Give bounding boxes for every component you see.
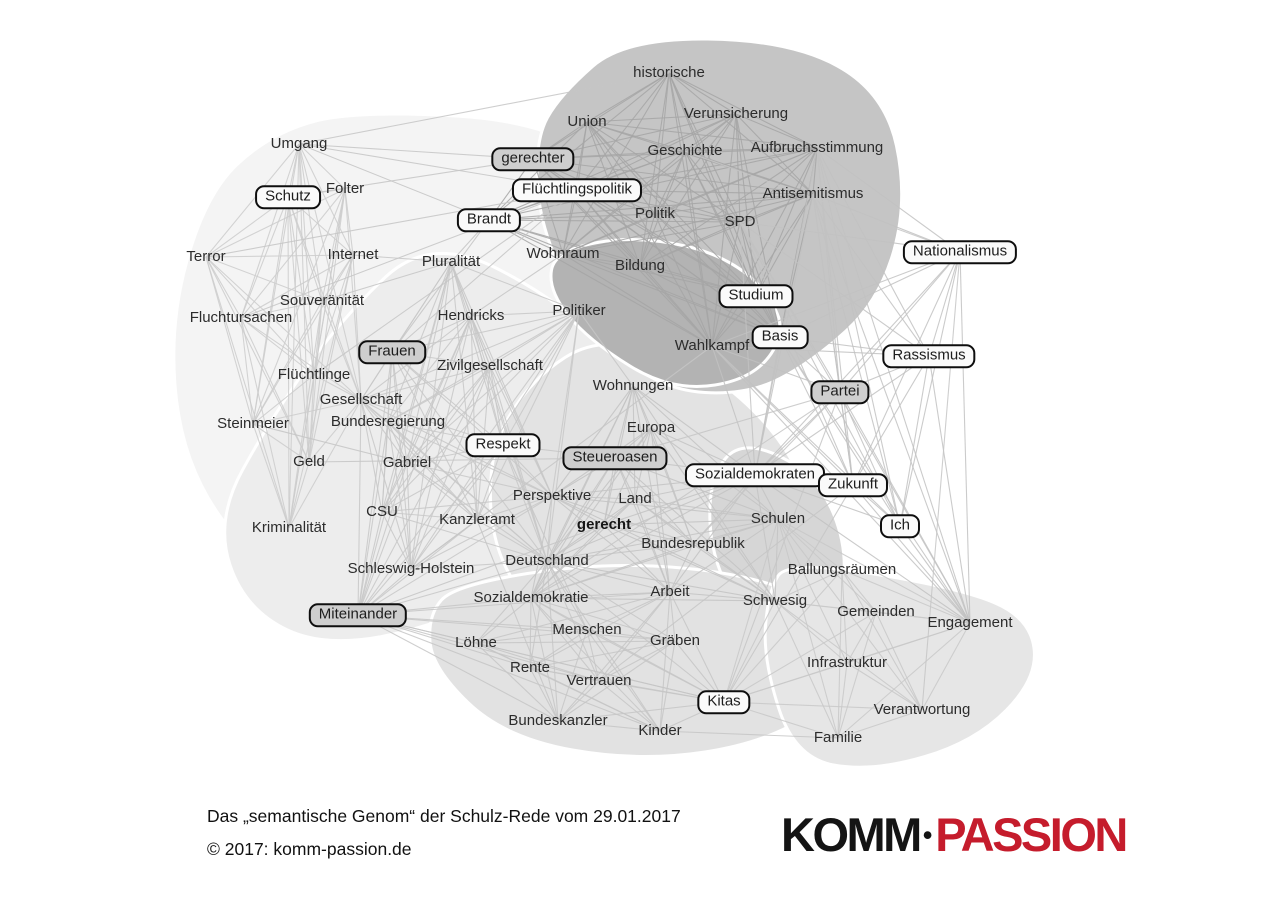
node-spd: SPD [724,212,756,230]
node-schulen: Schulen [750,509,806,527]
node-respekt: Respekt [465,433,541,457]
node-zivilgesellschaft: Zivilgesellschaft [437,356,543,374]
node-gerecht: gerecht [576,515,632,533]
node-internet: Internet [327,245,379,263]
node-wohnraum: Wohnraum [526,244,600,262]
node-familie: Familie [813,728,863,746]
node-gemeinden: Gemeinden [837,602,915,620]
node-ich: Ich [879,514,921,538]
node-sozialdemokraten: Sozialdemokraten [684,463,826,487]
node-brandt: Brandt [456,208,522,232]
node-schleswig-holstein: Schleswig-Holstein [347,559,475,577]
node-miteinander: Miteinander [308,603,408,627]
node-pluralitaet: Pluralität [421,252,481,270]
node-engagement: Engagement [927,613,1013,631]
node-umgang: Umgang [270,134,328,152]
node-bundesrepublik: Bundesrepublik [641,534,745,552]
node-wohnungen: Wohnungen [592,376,674,394]
node-gerechter: gerechter [491,147,575,171]
node-verantwortung: Verantwortung [873,700,971,718]
node-souveraenitaet: Souveränität [279,291,365,309]
node-graeben: Gräben [649,631,701,649]
node-antisemitismus: Antisemitismus [762,184,864,202]
caption-title: Das „semantische Genom“ der Schulz-Rede … [207,806,681,826]
node-deutschland: Deutschland [505,551,589,569]
node-schutz: Schutz [255,185,321,209]
node-fluchtursachen: Fluchtursachen [189,308,293,326]
node-arbeit: Arbeit [650,582,690,600]
node-loehne: Löhne [455,633,497,651]
node-gabriel: Gabriel [382,453,432,471]
node-europa: Europa [626,418,676,436]
node-steinmeier: Steinmeier [217,414,289,432]
node-politiker: Politiker [552,301,606,319]
node-kriminalitaet: Kriminalität [251,518,327,536]
node-bildung: Bildung [614,256,666,274]
node-perspektive: Perspektive [512,486,592,504]
node-sozialdemokratie: Sozialdemokratie [473,588,589,606]
logo-text-komm: KOMM [781,808,922,861]
node-infrastruktur: Infrastruktur [806,653,888,671]
node-rente: Rente [509,658,551,676]
node-rassismus: Rassismus [882,344,976,368]
node-fluechtlingspolitik: Flüchtlingspolitik [511,178,643,202]
node-kanzleramt: Kanzleramt [439,510,515,528]
caption-copyright: © 2017: komm-passion.de [207,839,412,859]
node-studium: Studium [718,284,794,308]
node-bundeskanzler: Bundeskanzler [508,711,608,729]
node-nationalismus: Nationalismus [902,240,1018,264]
logo-text-passion: PASSION [935,808,1128,861]
node-ballungsraeumen: Ballungsräumen [787,560,897,578]
node-hendricks: Hendricks [437,306,505,324]
komm-passion-logo: KOMM • PASSION [781,808,1128,861]
node-politik: Politik [634,204,676,222]
node-gesellschaft: Gesellschaft [319,390,403,408]
node-historische: historische [633,63,705,81]
node-basis: Basis [751,325,809,349]
node-geld: Geld [293,452,325,470]
node-csu: CSU [366,502,398,520]
node-steueroasen: Steueroasen [562,446,668,470]
node-partei: Partei [810,380,870,404]
node-kitas: Kitas [697,690,751,714]
node-land: Land [618,489,652,507]
node-folter: Folter [325,179,365,197]
node-bundesregierung: Bundesregierung [330,412,446,430]
node-wahlkampf: Wahlkampf [674,336,750,354]
node-geschichte: Geschichte [647,141,723,159]
node-aufbruchsstimmung: Aufbruchsstimmung [750,138,884,156]
node-fluechtlinge: Flüchtlinge [277,365,351,383]
node-union: Union [567,112,607,130]
node-frauen: Frauen [358,340,426,364]
node-terror: Terror [186,247,226,265]
node-verunsicherung: Verunsicherung [683,104,789,122]
logo-dot-icon: • [922,820,933,850]
node-zukunft: Zukunft [817,473,889,497]
node-menschen: Menschen [552,620,622,638]
node-vertrauen: Vertrauen [566,671,632,689]
node-kinder: Kinder [638,721,682,739]
node-schwesig: Schwesig [742,591,808,609]
